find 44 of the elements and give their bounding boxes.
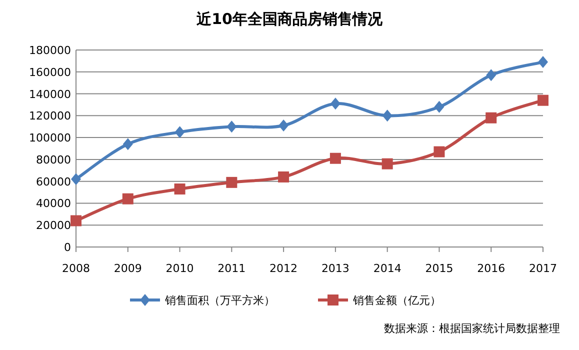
- point: [174, 183, 186, 194]
- point: [434, 146, 445, 158]
- point: [71, 173, 81, 186]
- y-tick-label: 180000: [29, 44, 71, 57]
- point: [122, 138, 133, 150]
- point: [538, 56, 548, 68]
- x-tick-label: 2010: [166, 262, 194, 275]
- legend-label: 销售金额（亿元）: [352, 294, 441, 307]
- y-tick-label: 20000: [36, 219, 71, 232]
- point: [70, 215, 82, 226]
- point: [434, 100, 444, 113]
- point: [382, 110, 392, 122]
- x-tick-label: 2017: [529, 262, 557, 275]
- legend-label: 销售面积（万平方米）: [164, 294, 275, 307]
- point: [122, 193, 134, 204]
- y-tick-label: 160000: [29, 66, 71, 79]
- source-note: 数据来源：根据国家统计局数据整理: [384, 322, 560, 335]
- point: [538, 94, 548, 106]
- point: [330, 98, 340, 110]
- y-tick-label: 40000: [36, 197, 71, 210]
- x-tick-label: 2009: [114, 262, 142, 275]
- x-tick-label: 2014: [373, 262, 402, 275]
- x-tick-label: 2015: [425, 262, 454, 275]
- y-tick-label: 120000: [29, 110, 71, 123]
- point: [278, 171, 290, 182]
- y-tick-label: 0: [64, 241, 71, 254]
- y-tick-label: 100000: [29, 132, 71, 145]
- x-tick-label: 2012: [270, 262, 298, 275]
- point: [330, 152, 341, 164]
- y-tick-label: 60000: [36, 175, 71, 188]
- chart-title: 近10年全国商品房销售情况: [196, 10, 384, 28]
- point: [226, 120, 237, 133]
- x-tick-label: 2016: [477, 262, 506, 275]
- point: [174, 126, 185, 138]
- point: [486, 69, 496, 82]
- y-tick-label: 80000: [36, 153, 71, 166]
- x-tick-label: 2008: [62, 262, 90, 275]
- x-tick-label: 2011: [218, 262, 246, 275]
- point: [486, 112, 497, 124]
- x-tick-label: 2013: [321, 262, 350, 275]
- point: [226, 176, 238, 188]
- point: [382, 158, 393, 170]
- y-tick-label: 140000: [29, 88, 71, 101]
- point: [278, 120, 289, 132]
